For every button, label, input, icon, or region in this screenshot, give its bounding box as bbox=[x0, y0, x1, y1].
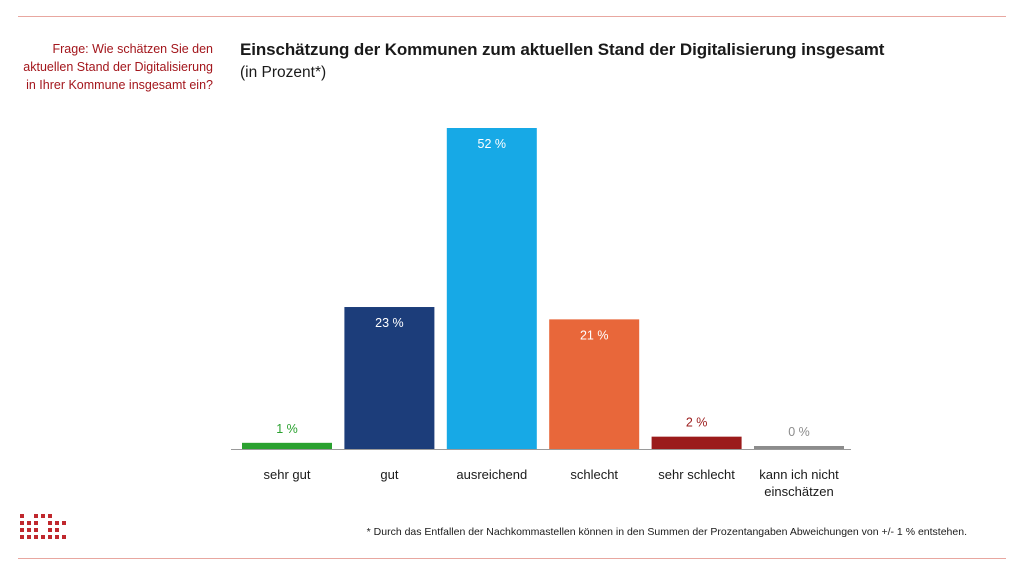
institute-logo-icon bbox=[20, 514, 66, 539]
bar-1 bbox=[344, 307, 435, 449]
bar-chart: 1 % sehr gut 23 % gut 52 % ausreichend 21 % sch… bbox=[231, 128, 851, 499]
category-label-3: schlecht bbox=[570, 467, 618, 482]
value-label-4: 2 % bbox=[686, 416, 708, 430]
value-label-5: 0 % bbox=[788, 425, 810, 439]
bar-2 bbox=[446, 128, 537, 449]
category-label-2: ausreichend bbox=[456, 467, 527, 482]
footnote: * Durch das Entfallen der Nachkommastell… bbox=[366, 526, 967, 538]
top-divider bbox=[18, 16, 1006, 17]
category-label-5: kann ich nicht bbox=[759, 467, 839, 482]
bar-4 bbox=[651, 436, 742, 449]
category-label-0: sehr gut bbox=[264, 467, 311, 482]
bar-5 bbox=[754, 446, 844, 449]
value-label-0: 1 % bbox=[276, 422, 298, 436]
value-label-3: 21 % bbox=[580, 328, 609, 342]
value-label-1: 23 % bbox=[375, 316, 404, 330]
bottom-divider bbox=[18, 558, 1006, 559]
category-label-5: einschätzen bbox=[764, 484, 833, 499]
category-label-1: gut bbox=[380, 467, 398, 482]
value-label-2: 52 % bbox=[478, 137, 507, 151]
chart-title: Einschätzung der Kommunen zum aktuellen … bbox=[240, 40, 885, 59]
bar-3 bbox=[549, 319, 640, 449]
chart-subtitle: (in Prozent*) bbox=[240, 64, 327, 81]
bar-0 bbox=[242, 442, 332, 449]
question-text: Frage: Wie schätzen Sie den aktuellen St… bbox=[23, 42, 213, 92]
category-label-4: sehr schlecht bbox=[658, 467, 735, 482]
